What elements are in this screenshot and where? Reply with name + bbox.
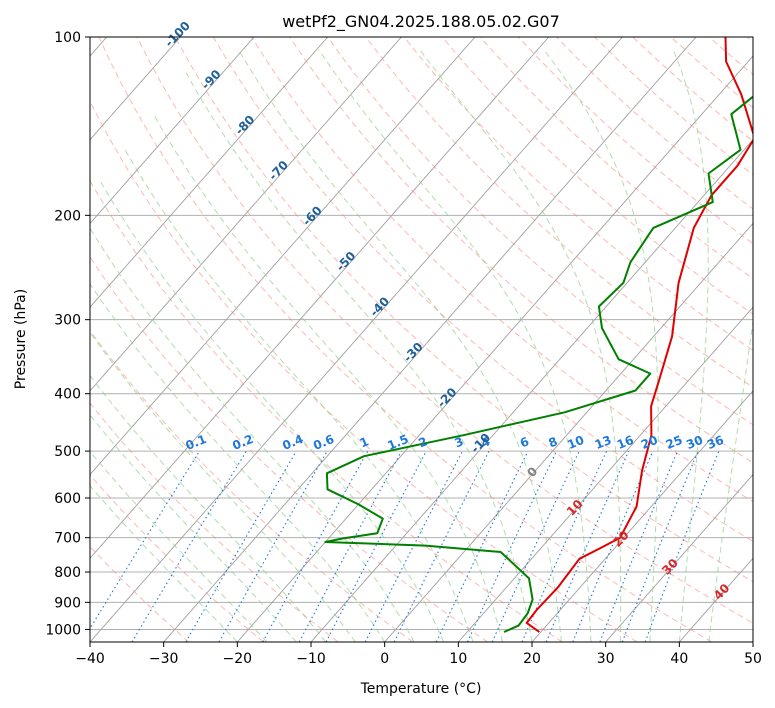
guide-lines-layer: [90, 37, 753, 642]
moist-adiabat-line: [90, 374, 327, 642]
mixing-ratio-line: [131, 450, 247, 642]
moist-adiabat-line: [419, 49, 622, 642]
mixing-ratio-line: [298, 450, 402, 642]
mixing-ratio-label: 16: [615, 433, 636, 452]
moist-adiabat-line: [90, 484, 238, 642]
y-tick-label: 100: [54, 30, 81, 46]
mixing-ratio-label: 25: [664, 433, 685, 452]
x-tick-label: 10: [449, 651, 467, 667]
moist-adiabat-line: [90, 414, 297, 642]
x-tick-label: 20: [523, 651, 541, 667]
moist-adiabat-line: [708, 317, 753, 642]
isotherm-line: [90, 37, 402, 392]
mixing-ratio-line: [621, 450, 699, 642]
isotherm-line: [531, 390, 753, 642]
dry-adiabat-line: [90, 402, 339, 642]
x-tick-label: −10: [296, 651, 326, 667]
moist-adiabat-line: [543, 49, 659, 642]
isotherm-line: [384, 222, 753, 642]
moist-adiabat-line: [318, 49, 592, 642]
x-axis-label: Temperature (°C): [360, 681, 482, 697]
y-tick-label: 600: [54, 491, 81, 507]
mixing-ratio-line: [491, 450, 580, 642]
x-tick-label: −20: [223, 651, 253, 667]
mixing-ratio-line: [393, 450, 490, 642]
y-tick-label: 300: [54, 313, 81, 329]
x-tick-label: −40: [75, 651, 105, 667]
moist-adiabat-line: [90, 450, 268, 642]
y-tick-label: 1000: [45, 622, 81, 638]
dry-adiabat-line: [90, 100, 638, 642]
y-tick-label: 800: [54, 565, 81, 581]
isotherm-line: [90, 37, 550, 559]
dry-adiabat-line: [90, 545, 190, 642]
chart-title: wetPf2_GN04.2025.188.05.02.G07: [282, 12, 560, 32]
dry-adiabat-line: [327, 37, 753, 426]
mixing-ratio-line: [644, 450, 720, 642]
x-tick-label: −30: [149, 651, 179, 667]
y-axis-label: Pressure (hPa): [13, 289, 29, 389]
mixing-ratio-label: 13: [593, 433, 614, 452]
mixing-ratio-label: 20: [639, 433, 660, 452]
y-tick-label: 400: [54, 387, 81, 403]
grid-layer: [90, 37, 753, 642]
temperature-profile-line: [525, 37, 753, 633]
dry-adiabat-line: [136, 37, 753, 624]
mixing-ratio-label: 36: [705, 433, 726, 452]
y-tick-label: 700: [54, 531, 81, 547]
isotherm-line: [90, 37, 255, 225]
dry-adiabat-line: [90, 329, 414, 642]
dry-adiabat-line: [250, 37, 753, 503]
dry-adiabat-line: [289, 37, 753, 464]
dry-adiabat-line: [98, 37, 712, 642]
mixing-ratio-line: [185, 450, 297, 642]
mixing-ratio-line: [466, 450, 557, 642]
moist-adiabat-line: [153, 113, 503, 642]
mixing-ratio-label: 10: [565, 433, 586, 452]
mixing-ratio-line: [435, 450, 529, 642]
y-tick-label: 200: [54, 208, 81, 224]
x-tick-label: 40: [670, 651, 688, 667]
isotherm-line: [605, 473, 753, 642]
moist-adiabat-line: [90, 282, 386, 642]
dry-adiabat-line: [212, 37, 753, 542]
y-tick-label: 500: [54, 444, 81, 460]
plot-frame: [89, 36, 754, 643]
mixing-ratio-line: [90, 450, 200, 630]
dry-adiabat-line: [90, 474, 264, 642]
profile-series-layer: [324, 37, 753, 633]
moist-adiabat-line: [124, 149, 474, 642]
isotherm-line: [90, 37, 476, 476]
dewpoint-profile-line: [324, 95, 753, 633]
x-tick-label: 30: [597, 651, 615, 667]
moist-adiabat-line: [90, 227, 415, 642]
isotherm-line: [90, 37, 329, 308]
x-tick-label: 0: [380, 651, 389, 667]
isotherm-line: [457, 306, 753, 642]
mixing-ratio-label: 30: [684, 433, 705, 452]
moist-adiabat-line: [672, 49, 709, 642]
axis-layer: −40 −30 −20 −10 0 10 20 30 40 50 100 200 300 400 500 60…: [45, 30, 762, 667]
isotherm-line: [90, 37, 181, 141]
dry-adiabat-line: [90, 179, 563, 642]
dry-adiabat-line: [174, 37, 753, 583]
moist-adiabat-line: [90, 331, 356, 642]
dry-adiabat-line: [90, 256, 488, 642]
x-tick-label: 50: [744, 651, 762, 667]
isotherm-line: [163, 37, 697, 642]
moist-adiabat-line: [237, 49, 562, 642]
moist-adiabat-line: [185, 72, 533, 642]
y-tick-label: 900: [54, 595, 81, 611]
isotherm-line: [90, 37, 623, 642]
